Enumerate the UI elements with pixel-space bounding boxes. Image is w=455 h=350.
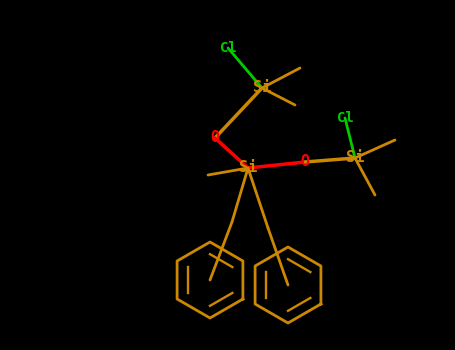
Text: O: O	[210, 131, 220, 146]
Text: Cl: Cl	[220, 41, 237, 55]
Text: Si: Si	[253, 80, 271, 96]
Text: O: O	[300, 154, 309, 169]
Text: Si: Si	[346, 150, 364, 166]
Text: Cl: Cl	[337, 111, 354, 125]
Text: Si: Si	[239, 161, 257, 175]
